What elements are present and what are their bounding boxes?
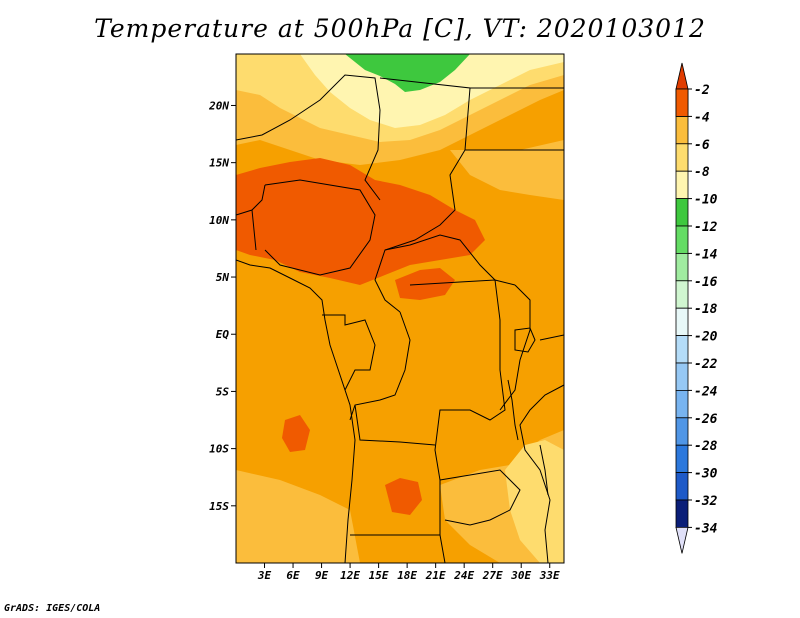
- x-tick-label: 30E: [510, 569, 531, 582]
- colorbar-label: -4: [694, 110, 710, 125]
- country-borders: [236, 74, 564, 563]
- contour-minus12-north: [345, 54, 470, 92]
- y-tick-label: 5N: [216, 271, 230, 284]
- credit-text: GrADS: IGES/COLA: [4, 603, 101, 614]
- contour-minus6-east: [450, 140, 564, 200]
- colorbar-swatch: [675, 280, 689, 309]
- colorbar-swatch-top: [675, 88, 689, 117]
- colorbar-label: -2: [694, 83, 710, 98]
- lake-tanganyika: [507, 379, 519, 441]
- border-east-africa: [499, 284, 564, 411]
- colorbar-label: -10: [694, 193, 718, 208]
- map-title: Temperature at 500hPa [C], VT: 202010301…: [94, 14, 706, 43]
- colorbar-label: -28: [694, 439, 718, 454]
- contour-minus8-southeast: [505, 440, 564, 563]
- x-tick-label: 24E: [453, 569, 474, 582]
- colorbar-swatch: [675, 335, 689, 364]
- border-nigeria: [264, 179, 376, 276]
- y-tick-label: 5S: [216, 385, 230, 398]
- colorbar-swatch: [675, 252, 689, 282]
- colorbar-label: -14: [694, 247, 718, 262]
- contour-minus2-south: [385, 478, 422, 515]
- colorbar-swatch: [675, 116, 689, 145]
- colorbar-swatch: [675, 472, 689, 501]
- colorbar-label: -20: [694, 330, 718, 345]
- contour-minus6-south: [236, 470, 360, 563]
- y-tick-label: EQ: [216, 328, 230, 341]
- y-tick-label: 15S: [209, 500, 229, 513]
- contour-minus10-north: [300, 54, 564, 128]
- lake-victoria: [514, 327, 536, 353]
- coastline-west: [236, 259, 356, 563]
- x-tick-label: 6E: [286, 569, 300, 582]
- x-tick-label: 12E: [340, 569, 360, 582]
- border-west-africa: [236, 184, 266, 251]
- colorbar-label: -30: [694, 467, 718, 482]
- colorbar-label: -8: [694, 165, 710, 180]
- x-tick-label: 15E: [369, 569, 389, 582]
- colorbar-label: -34: [694, 521, 718, 536]
- x-tick-label: 33E: [539, 569, 560, 582]
- temperature-field: [236, 54, 564, 563]
- border-zambia: [439, 469, 521, 526]
- colorbar-swatch: [675, 389, 689, 419]
- colorbar-top-arrow: [675, 62, 689, 90]
- y-tick-label: 10N: [209, 214, 229, 227]
- colorbar-label: -12: [694, 220, 718, 235]
- contour-minus2-southwest: [282, 415, 310, 452]
- border-angola: [350, 404, 446, 563]
- colorbar-label: -24: [694, 384, 718, 399]
- x-tick-label: 21E: [425, 569, 446, 582]
- y-tick-label: 10S: [209, 443, 229, 456]
- x-tick-label: 3E: [257, 569, 272, 582]
- border-sudan: [465, 87, 564, 151]
- map-frame: [235, 53, 565, 564]
- x-tick-label: 18E: [397, 569, 417, 582]
- colorbar-label: -16: [694, 275, 718, 290]
- y-axis: 20N 15N 10N 5N EQ 5S 10S 15S: [208, 99, 236, 513]
- border-chad: [374, 77, 471, 313]
- x-axis: 3E 6E 9E 12E 15E 18E 21E 24E 27E 30E 33E: [257, 563, 560, 582]
- colorbar-label: -18: [694, 302, 718, 317]
- colorbar-label: -22: [694, 357, 718, 372]
- colorbar-swatch: [675, 143, 689, 172]
- colorbar-swatch: [675, 170, 689, 199]
- x-tick-label: 27E: [482, 569, 503, 582]
- colorbar-label: -6: [694, 138, 710, 153]
- colorbar-swatch: [675, 198, 689, 227]
- lake-malawi: [539, 444, 549, 496]
- colorbar-swatch: [675, 499, 689, 528]
- x-tick-label: 9E: [315, 569, 329, 582]
- colorbar-swatch: [675, 444, 689, 474]
- border-gabon: [322, 314, 376, 391]
- y-tick-label: 15N: [209, 157, 229, 170]
- y-tick-label: 20N: [208, 99, 229, 112]
- colorbar: -2 -4 -6 -8 -10 -12 -14 -16 -18 -20 -22 -24 -26 -28 -3…: [675, 62, 718, 554]
- border-sahel: [236, 74, 381, 201]
- colorbar-bottom-arrow: [675, 527, 689, 554]
- border-drc: [409, 279, 506, 535]
- colorbar-label: -32: [694, 494, 718, 509]
- colorbar-swatch: [675, 417, 689, 446]
- coastline-east: [519, 384, 564, 563]
- colorbar-label: -26: [694, 412, 718, 427]
- colorbar-swatch: [675, 307, 689, 337]
- colorbar-swatch: [675, 225, 689, 254]
- colorbar-swatch: [675, 362, 689, 391]
- contour-minus2-west: [236, 158, 485, 285]
